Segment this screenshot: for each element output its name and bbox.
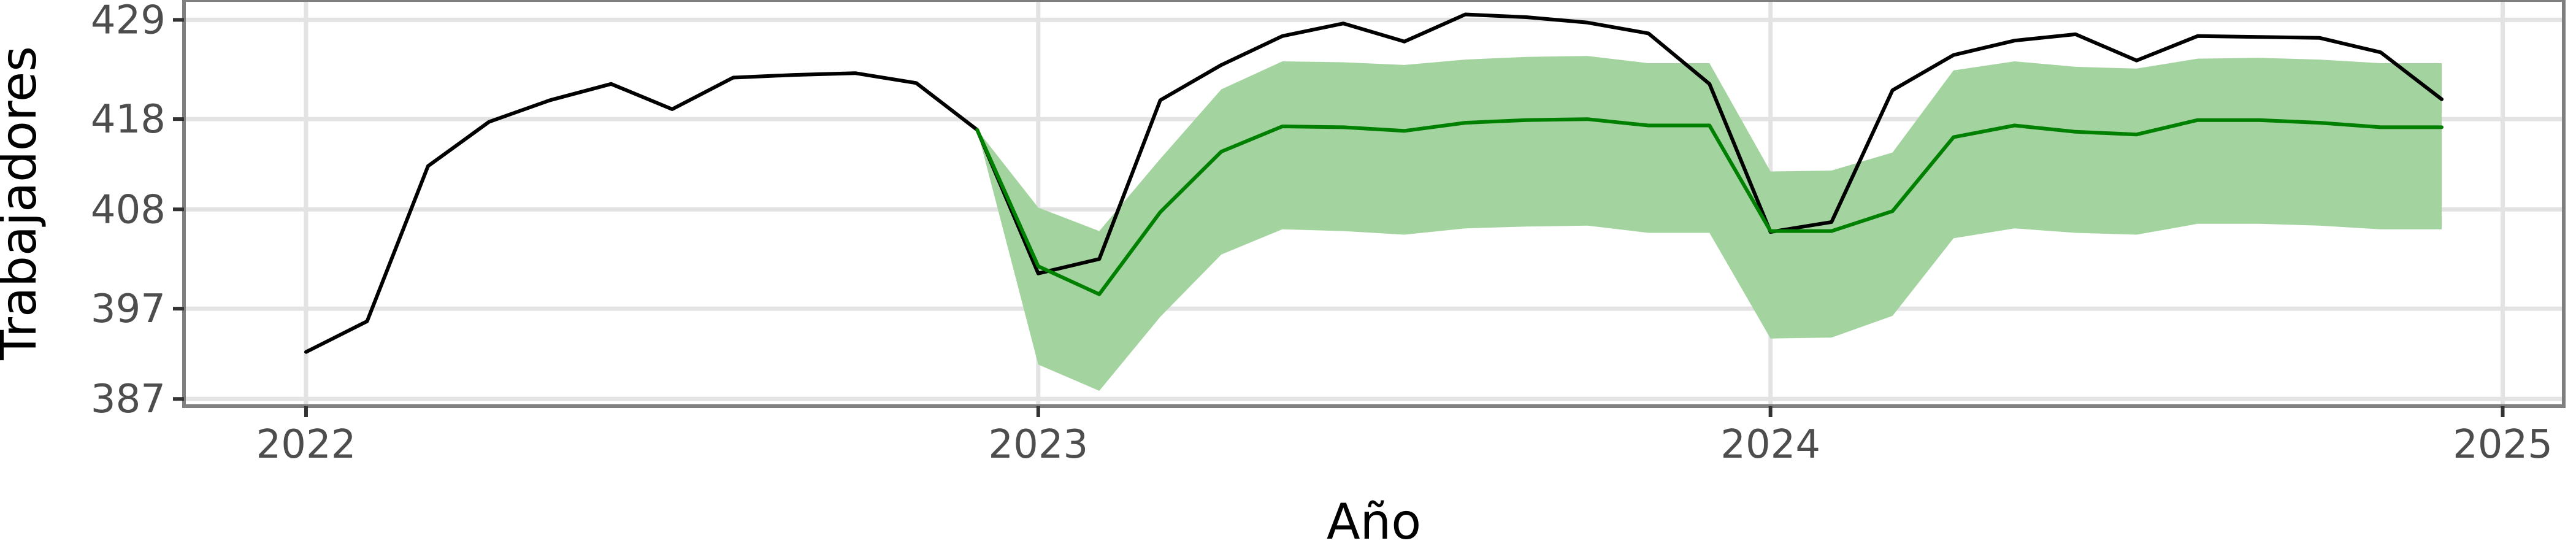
y-tick-label: 397	[91, 287, 166, 332]
actual-line	[304, 12, 2444, 354]
forecast-line	[975, 117, 2444, 296]
y-tick-label: 429	[91, 0, 166, 43]
prediction-interval	[977, 56, 2442, 391]
x-tick-label: 2023	[988, 422, 1088, 467]
y-axis: 387 397 408 418 429	[91, 0, 184, 422]
y-tick-label: 387	[91, 377, 166, 422]
x-axis-title: Año	[1327, 493, 1421, 550]
x-tick-label: 2025	[2453, 422, 2553, 467]
prediction-interval-band	[977, 56, 2442, 391]
series-lines	[304, 12, 2444, 354]
panel-border	[182, 0, 2566, 408]
y-axis-title: Trabajadores	[0, 46, 47, 361]
y-tick-label: 408	[91, 187, 166, 233]
x-tick-label: 2024	[1720, 422, 1820, 467]
y-tick-label: 418	[91, 97, 166, 142]
x-tick-label: 2022	[256, 422, 356, 467]
x-axis: 2022 2023 2024 2025	[256, 406, 2553, 467]
